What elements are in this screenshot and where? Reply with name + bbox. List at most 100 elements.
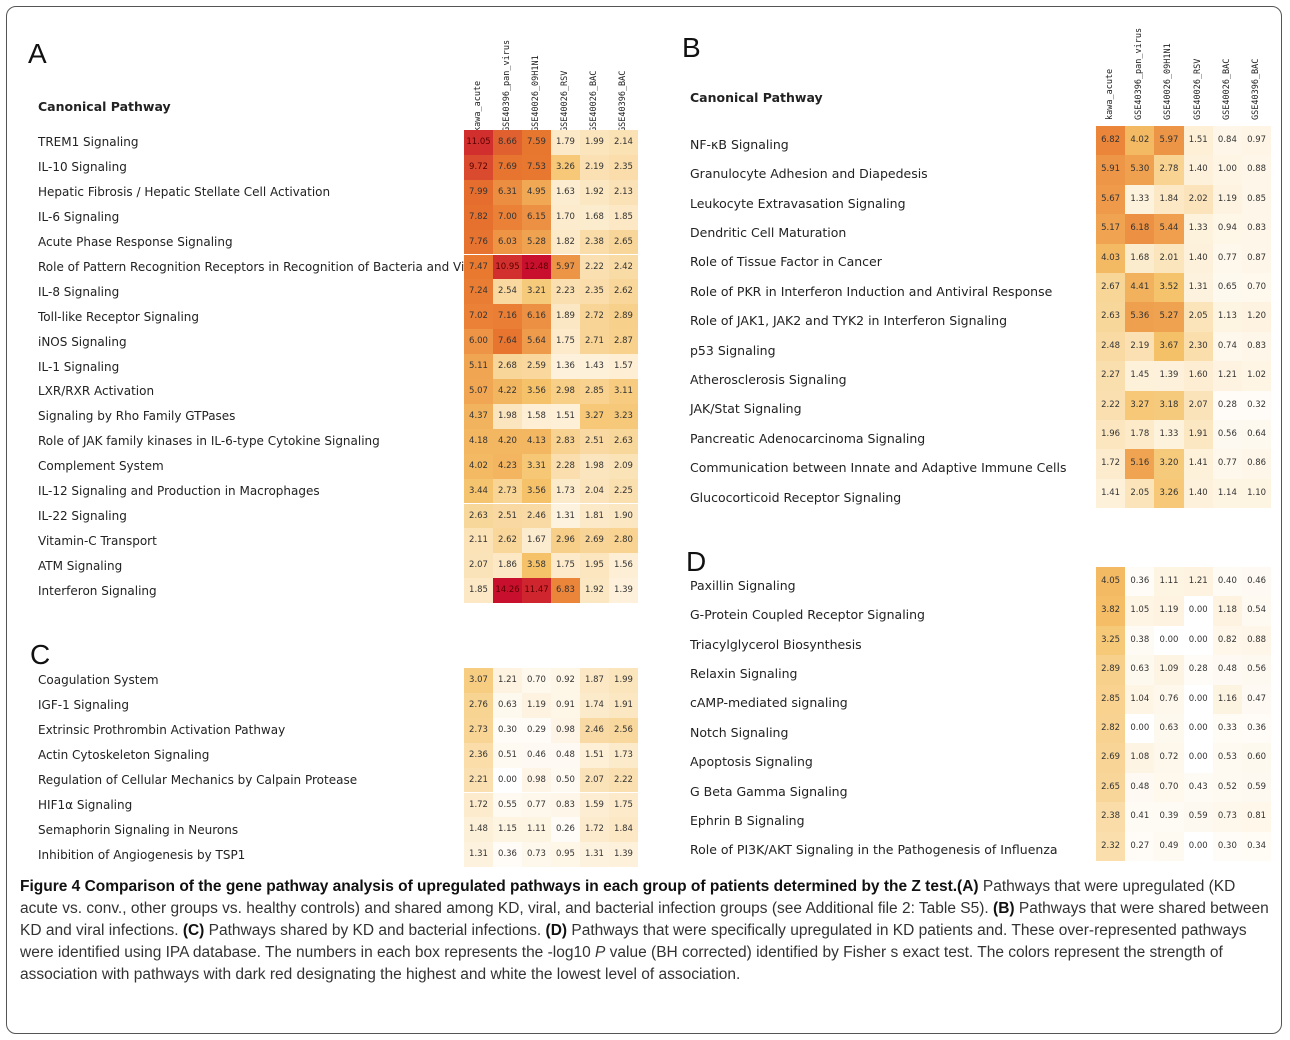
heatmap-cell: 3.23 [609, 403, 638, 429]
heatmap-cell: 1.51 [551, 403, 580, 429]
heatmap-cell: 4.41 [1125, 273, 1155, 303]
heatmap-cell: 0.43 [1183, 772, 1213, 803]
heatmap-cell: 0.59 [1242, 772, 1272, 803]
heatmap-cell: 4.20 [493, 428, 522, 454]
heatmap-cell: 4.18 [464, 428, 493, 454]
heatmap-cell: 1.85 [609, 204, 638, 230]
heatmap-cell: 0.00 [1183, 596, 1213, 626]
heatmap-cell: 7.02 [464, 304, 493, 330]
heatmap-cell: 0.65 [1212, 273, 1242, 303]
heatmap-cell: 9.72 [464, 154, 493, 180]
pathway-label: p53 Signaling [690, 342, 776, 358]
heatmap-cell: 5.30 [1125, 155, 1155, 185]
heatmap-cell: 1.31 [551, 503, 580, 529]
heatmap-cell: 2.76 [464, 692, 493, 718]
heatmap-cell: 1.99 [580, 130, 609, 155]
heatmap-cell: 1.16 [1212, 684, 1242, 714]
heatmap-cell: 2.07 [464, 553, 493, 579]
heatmap-cell: 0.00 [1183, 831, 1213, 861]
pathway-label: Hepatic Fibrosis / Hepatic Stellate Cell… [38, 185, 331, 200]
heatmap-cell: 1.41 [1183, 449, 1213, 479]
pathway-label: IGF-1 Signaling [38, 698, 129, 713]
column-header: GSE40026_09H1N1 [1163, 43, 1174, 120]
heatmap-cell: 0.63 [1125, 655, 1155, 685]
heatmap-cell: 1.56 [609, 553, 638, 579]
heatmap-cell: 1.68 [1125, 243, 1155, 273]
heatmap-cell: 4.95 [522, 179, 551, 205]
panel-label-d: D [686, 546, 707, 577]
heatmap-cell: 5.27 [1154, 302, 1184, 332]
heatmap-cell: 3.27 [1125, 390, 1155, 420]
heatmap-cell: 0.26 [551, 817, 580, 843]
pathway-label: Role of JAK1, JAK2 and TYK2 in Interfero… [690, 313, 1008, 329]
column-header: GSE40396_pan_virus [502, 39, 512, 132]
heatmap-cell: 0.70 [1154, 772, 1184, 803]
pathway-label: Semaphorin Signaling in Neurons [38, 822, 239, 837]
heatmap-cell: 0.46 [522, 742, 551, 768]
heatmap-cell: 2.22 [580, 254, 609, 280]
heatmap-cell: 0.63 [493, 692, 522, 718]
heatmap-cell: 0.36 [1242, 714, 1272, 744]
heatmap-cell: 3.31 [522, 453, 551, 479]
pathway-label: Leukocyte Extravasation Signaling [690, 195, 906, 211]
pathway-label: cAMP-mediated signaling [690, 695, 848, 711]
heatmap-cell: 1.92 [580, 578, 609, 604]
heatmap-cell: 1.87 [580, 668, 609, 693]
heatmap-cell: 2.19 [580, 154, 609, 180]
pathway-label: Role of PKR in Interferon Induction and … [690, 283, 1053, 299]
heatmap-cell: 2.73 [493, 478, 522, 504]
heatmap-cell: 0.95 [551, 842, 580, 868]
pathway-label: ATM Signaling [38, 558, 123, 573]
heatmap-cell: 2.65 [1096, 772, 1126, 803]
heatmap-cell: 2.48 [1096, 331, 1126, 362]
caption-d-text: Pathways that were specifically upregula… [20, 922, 1247, 961]
heatmap-cell: 1.45 [1125, 361, 1155, 391]
heatmap-cell: 1.90 [609, 503, 638, 529]
pathway-label: Apoptosis Signaling [690, 754, 813, 770]
heatmap-cell: 3.82 [1096, 596, 1126, 626]
heatmap-cell: 0.77 [522, 792, 551, 818]
heatmap-cell: 5.64 [522, 329, 551, 355]
pathway-label: IL-12 Signaling and Production in Macrop… [38, 484, 320, 499]
heatmap-cell: 3.11 [609, 379, 638, 404]
heatmap-cell: 2.72 [580, 304, 609, 330]
heatmap-cell: 2.69 [1096, 743, 1126, 773]
heatmap-cell: 0.55 [493, 792, 522, 818]
heatmap-cell: 0.41 [1125, 802, 1155, 832]
heatmap-cell: 1.73 [609, 742, 638, 768]
pathway-label: Interferon Signaling [38, 583, 157, 598]
heatmap-cell: 14.26 [493, 578, 522, 604]
column-header: GSE40026_RSV [560, 70, 570, 132]
heatmap-cell: 2.07 [1183, 390, 1213, 420]
heatmap-cell: 0.00 [1154, 625, 1184, 656]
heatmap-cell: 1.36 [551, 354, 580, 379]
heatmap-cell: 1.79 [551, 130, 580, 155]
heatmap-cell: 0.98 [522, 767, 551, 793]
pathway-label: Regulation of Cellular Mechanics by Calp… [38, 773, 358, 788]
heatmap-cell: 0.60 [1242, 743, 1272, 773]
heatmap-cell: 2.13 [609, 179, 638, 205]
heatmap-cell: 2.63 [1096, 302, 1126, 332]
heatmap-cell: 0.73 [522, 842, 551, 868]
pathway-label: TREM1 Signaling [38, 135, 139, 150]
heatmap-cell: 0.00 [493, 767, 522, 793]
heatmap-cell: 7.24 [464, 279, 493, 305]
heatmap-cell: 0.83 [551, 792, 580, 818]
heatmap-cell: 2.36 [464, 742, 493, 768]
pathway-label: Toll-like Receptor Signaling [38, 309, 200, 324]
pathway-label: Actin Cytoskeleton Signaling [38, 748, 210, 763]
heatmap-cell: 1.92 [580, 179, 609, 205]
heatmap-cell: 3.07 [464, 668, 493, 693]
heatmap-cell: 2.68 [493, 354, 522, 379]
heatmap-cell: 2.83 [551, 428, 580, 454]
heatmap-cell: 6.83 [551, 578, 580, 604]
heatmap-cell: 1.33 [1183, 214, 1213, 244]
heatmap-cell: 0.63 [1154, 714, 1184, 744]
heatmap-cell: 0.81 [1242, 802, 1272, 832]
heatmap-cell: 1.98 [580, 453, 609, 479]
heatmap-cell: 4.13 [522, 428, 551, 454]
heatmap-cell: 1.91 [1183, 420, 1213, 450]
heatmap-cell: 7.00 [493, 204, 522, 230]
heatmap-cell: 1.85 [464, 578, 493, 604]
heatmap-cell: 1.43 [580, 354, 609, 379]
